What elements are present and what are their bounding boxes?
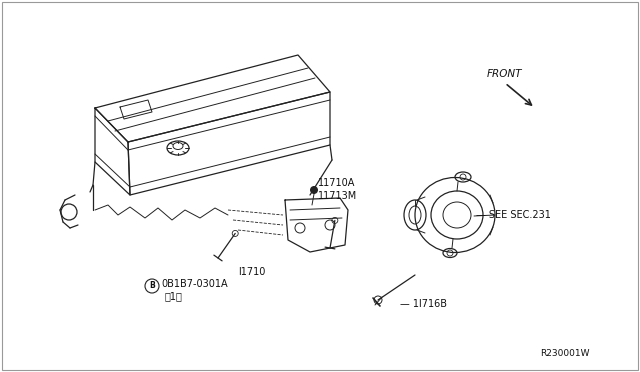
Text: FRONT: FRONT [487, 69, 522, 79]
Text: l1710: l1710 [238, 267, 266, 277]
Text: R230001W: R230001W [541, 349, 590, 358]
Text: 11713M: 11713M [318, 191, 357, 201]
Text: B: B [149, 282, 155, 291]
Text: 11710A: 11710A [318, 178, 355, 188]
Text: — SEE SEC.231: — SEE SEC.231 [476, 210, 551, 220]
Text: 0B1B7-0301A: 0B1B7-0301A [161, 279, 228, 289]
Text: — 1l716B: — 1l716B [400, 299, 447, 309]
Text: （1）: （1） [165, 291, 183, 301]
Circle shape [310, 186, 318, 194]
